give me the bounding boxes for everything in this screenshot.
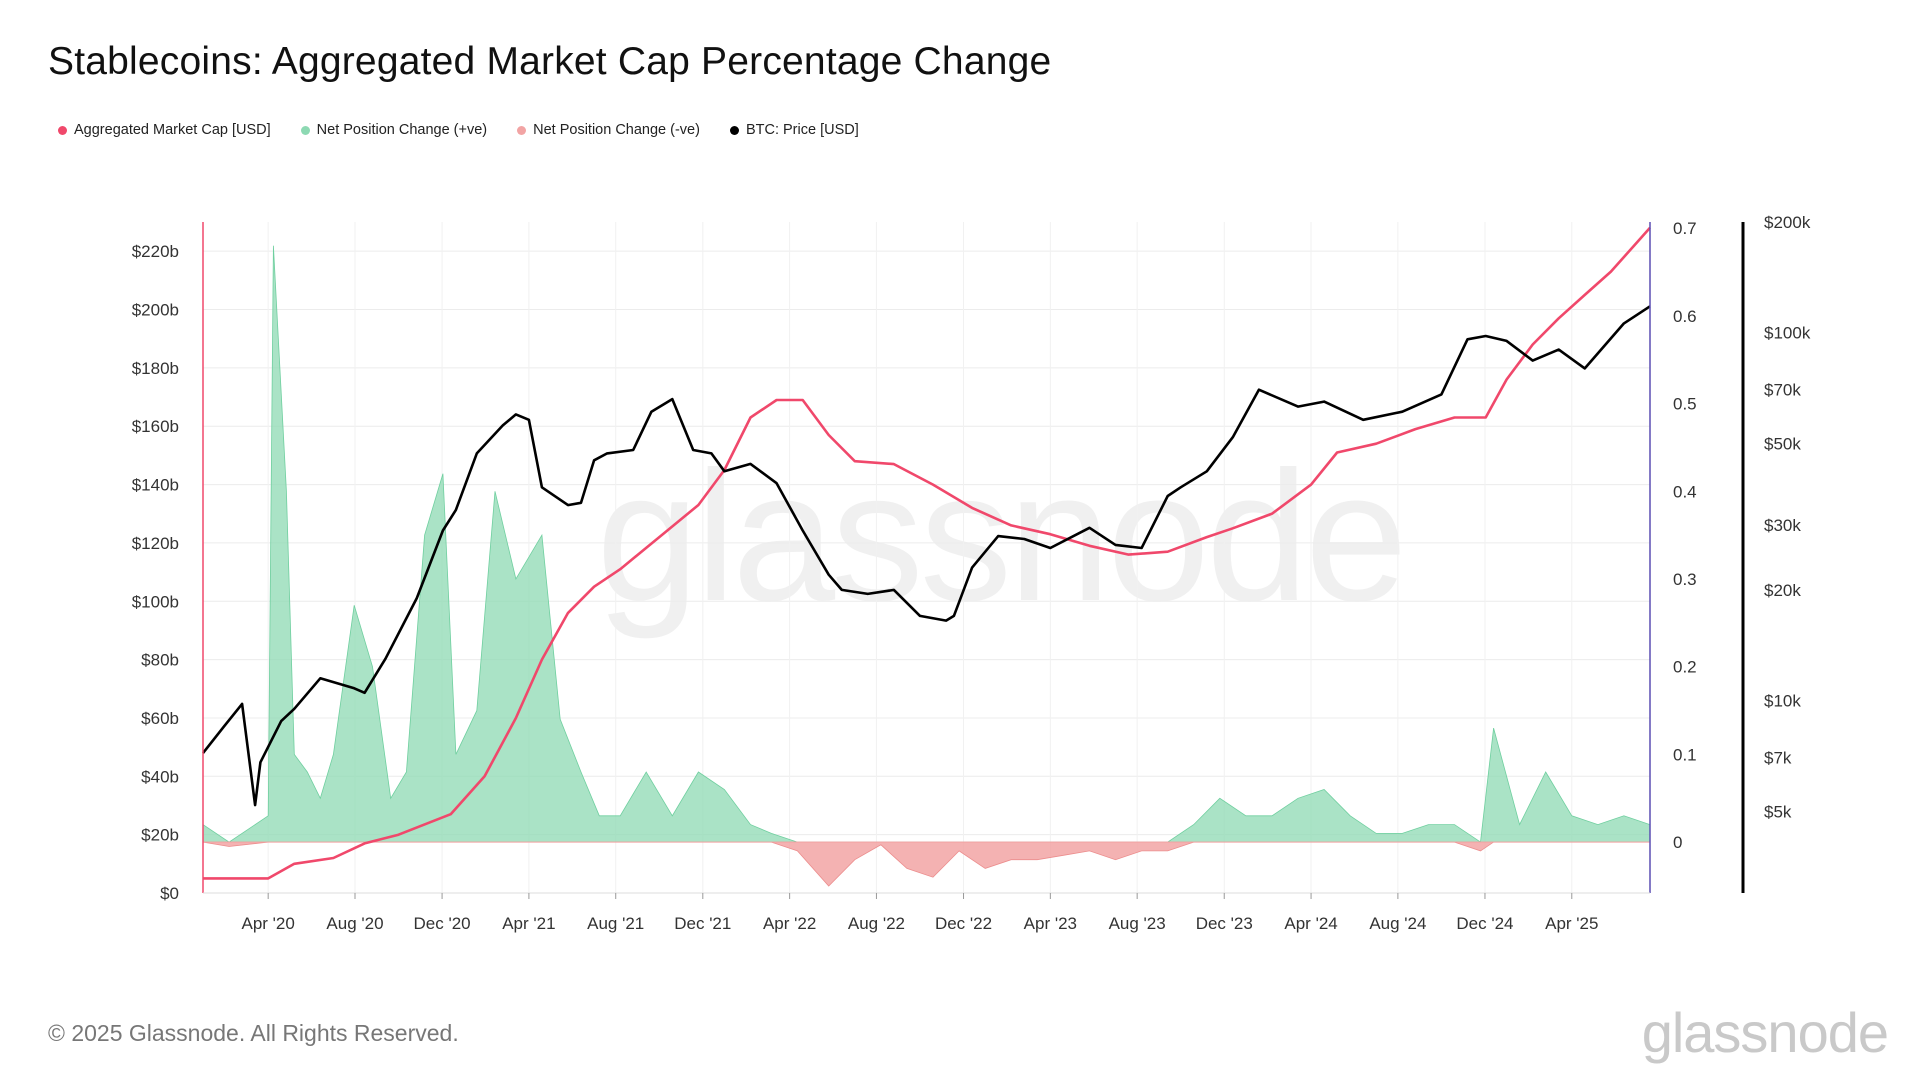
y-mid-tick-label: 0.5 [1673, 395, 1697, 414]
legend-item-btc[interactable]: BTC: Price [USD] [729, 122, 859, 138]
y-right-tick-label: $7k [1764, 749, 1792, 768]
legend-item-negative[interactable]: Net Position Change (-ve) [517, 122, 700, 138]
x-tick-label: Dec '24 [1456, 914, 1513, 933]
chart-title: Stablecoins: Aggregated Market Cap Perce… [48, 40, 1052, 83]
x-tick-label: Aug '24 [1369, 914, 1426, 933]
y-mid-tick-label: 0.7 [1673, 219, 1697, 238]
legend-dot-negative [517, 125, 527, 135]
legend-label-btc: BTC: Price [USD] [745, 122, 859, 138]
y-right-tick-label: $5k [1764, 802, 1792, 821]
y-mid-tick-label: 0.1 [1673, 745, 1697, 764]
series-market-cap-line [203, 226, 1651, 880]
x-tick-label: Apr '21 [502, 914, 555, 933]
x-tick-label: Dec '21 [674, 914, 731, 933]
legend-dot-btc [729, 125, 739, 135]
x-tick-label: Aug '22 [848, 914, 905, 933]
x-tick-label: Apr '25 [1545, 914, 1598, 933]
y-left-tick-label: $200b [132, 301, 179, 320]
x-tick-label: Apr '24 [1284, 914, 1337, 933]
y-right-tick-label: $20k [1764, 581, 1801, 600]
y-mid-tick-label: 0.6 [1673, 307, 1697, 326]
y-right-tick-label: $50k [1764, 434, 1801, 453]
y-left-tick-label: $60b [141, 709, 179, 728]
y-left-tick-label: $80b [141, 651, 179, 670]
chart-legend: Aggregated Market Cap [USD] Net Position… [58, 122, 859, 138]
y-left-tick-label: $40b [141, 767, 179, 786]
legend-label-negative: Net Position Change (-ve) [533, 122, 700, 138]
x-tick-label: Apr '23 [1024, 914, 1077, 933]
y-left-tick-label: $180b [132, 359, 179, 378]
y-mid-tick-label: 0 [1673, 833, 1682, 852]
y-right-tick-label: $30k [1764, 516, 1801, 535]
y-mid-tick-label: 0.3 [1673, 570, 1697, 589]
x-tick-label: Dec '22 [935, 914, 992, 933]
y-left-tick-label: $120b [132, 534, 179, 553]
legend-label-market-cap: Aggregated Market Cap [USD] [74, 122, 271, 138]
legend-dot-market-cap [58, 125, 67, 135]
y-mid-tick-label: 0.2 [1673, 658, 1697, 677]
y-right-tick-label: $100k [1764, 324, 1811, 343]
x-tick-label: Dec '20 [414, 914, 471, 933]
series-btc-price-line [201, 305, 1651, 807]
legend-item-market-cap[interactable]: Aggregated Market Cap [USD] [58, 122, 271, 138]
y-left-tick-label: $160b [132, 417, 179, 436]
y-left-tick-label: $220b [132, 242, 179, 261]
x-tick-label: Dec '23 [1196, 914, 1253, 933]
y-left-tick-label: $0 [160, 884, 179, 903]
brand-logo: glassnode [1641, 1001, 1889, 1064]
y-left-tick-label: $20b [141, 826, 179, 845]
y-left-tick-label: $140b [132, 476, 179, 495]
legend-label-positive: Net Position Change (+ve) [316, 122, 488, 138]
y-right-tick-label: $200k [1764, 213, 1811, 232]
copyright-footer: © 2025 Glassnode. All Rights Reserved. [48, 1020, 459, 1046]
y-mid-tick-label: 0.4 [1673, 482, 1697, 501]
x-tick-label: Apr '22 [763, 914, 816, 933]
y-right-tick-label: $10k [1764, 692, 1801, 711]
x-tick-label: Apr '20 [242, 914, 295, 933]
legend-dot-positive [300, 125, 310, 135]
x-tick-label: Aug '20 [326, 914, 383, 933]
y-left-tick-label: $100b [132, 592, 179, 611]
series-net-position-negative [202, 841, 1651, 887]
x-tick-label: Aug '21 [587, 914, 644, 933]
y-right-tick-label: $70k [1764, 381, 1801, 400]
x-tick-label: Aug '23 [1109, 914, 1166, 933]
legend-item-positive[interactable]: Net Position Change (+ve) [300, 122, 488, 138]
